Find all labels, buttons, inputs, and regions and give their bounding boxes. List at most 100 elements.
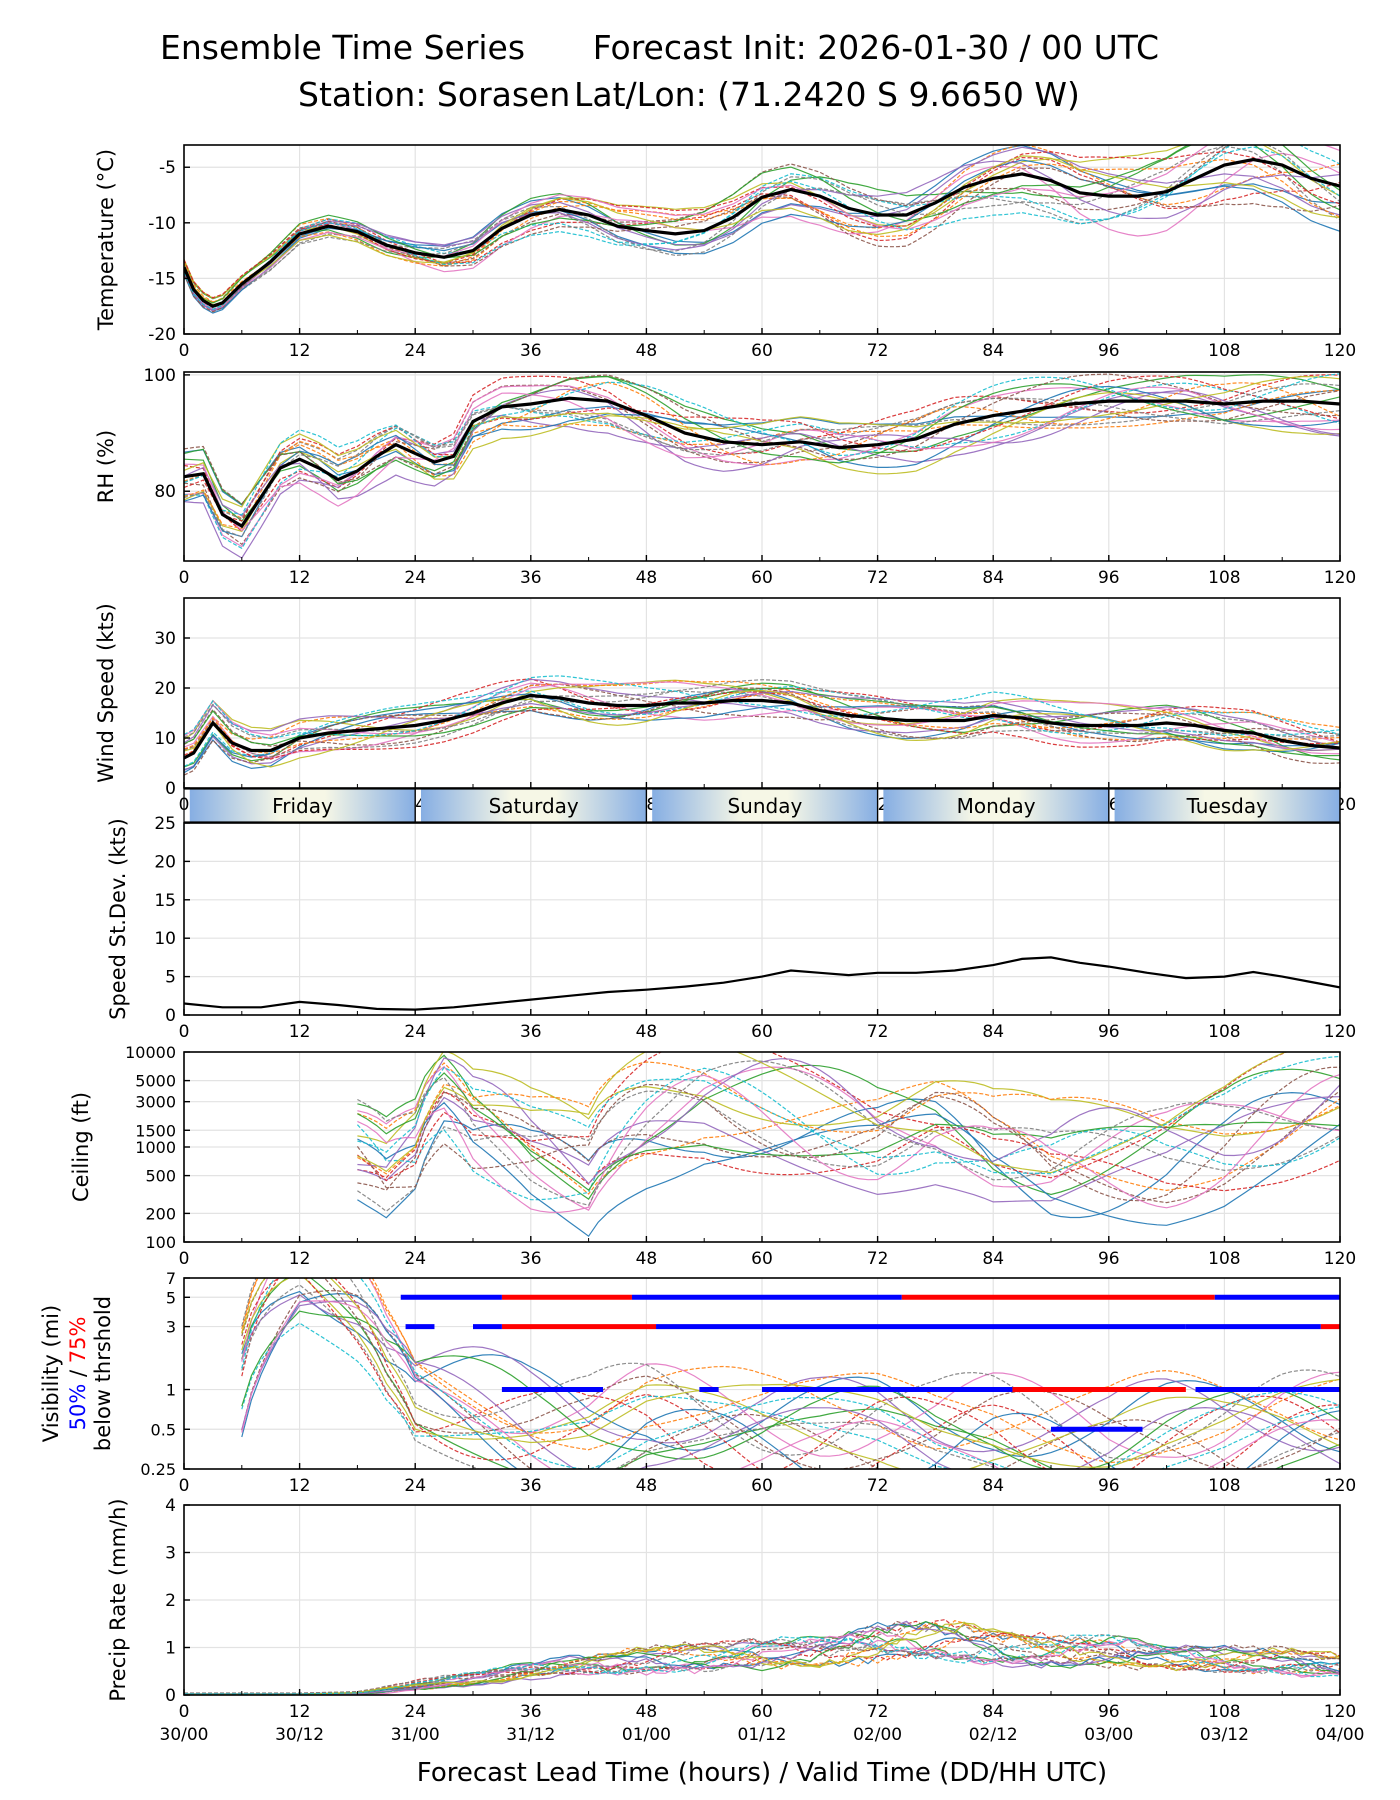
x-tick-label: 84 xyxy=(982,568,1004,588)
y-tick-label: 0 xyxy=(165,779,176,799)
ensemble-mean-line xyxy=(184,157,1340,308)
ensemble-member-line xyxy=(357,1091,1340,1219)
y-tick-label: 20 xyxy=(154,852,176,872)
percent-separator: / xyxy=(66,1363,90,1383)
x-tick-label: 0 xyxy=(179,1249,190,1269)
ensemble-member-line xyxy=(357,1090,1340,1213)
ensemble-member-line xyxy=(184,146,1340,312)
valid-time-labels: 30/00 30/12 31/00 31/12 01/00 01/12 02/00 02/12… xyxy=(160,1725,1365,1745)
x-tick-label: 60 xyxy=(751,1022,773,1042)
ensemble-member-line xyxy=(241,1310,1340,1469)
x-tick-label: 108 xyxy=(1208,568,1240,588)
y-tick-label: 10000 xyxy=(125,1043,176,1062)
day-label: Friday xyxy=(272,794,333,818)
day-label: Tuesday xyxy=(1186,794,1269,818)
y-tick-label: 80 xyxy=(154,482,176,502)
ensemble-member-line xyxy=(184,160,1340,311)
y-tick-label: 10 xyxy=(154,929,176,949)
ensemble-member-line xyxy=(357,1074,1340,1213)
panel-temperature: -20 -15 -10 -5 0 12 24 36 48 60 72 84 96 108 120 Temper… xyxy=(94,144,1356,361)
ensemble-member-line xyxy=(241,1278,1340,1469)
ensemble-member-line xyxy=(184,159,1340,314)
y-tick-label: 3000 xyxy=(135,1093,176,1112)
plot-area-ceiling xyxy=(356,1052,1340,1238)
day-band-frame xyxy=(183,788,1341,823)
ensemble-member-line xyxy=(184,1620,1340,1695)
y-tick-label: 25 xyxy=(154,814,176,834)
y-axis-label: Speed St.Dev. (kts) xyxy=(106,818,130,1020)
day-cell xyxy=(652,789,878,822)
ensemble-member-line xyxy=(184,1629,1340,1695)
x-tick-label: 24 xyxy=(404,568,426,588)
x-axis-label: Forecast Lead Time (hours) / Valid Time … xyxy=(417,1758,1107,1788)
title-right: Forecast Init: 2026-01-30 / 00 UTC xyxy=(592,28,1159,67)
y-tick-label: 3 xyxy=(166,1318,176,1337)
x-tick-label: 120 xyxy=(1324,1476,1356,1496)
x-tick-label: 84 xyxy=(982,1249,1004,1269)
y-tick-label: 7 xyxy=(166,1269,176,1288)
x-tick-label: 12 xyxy=(289,1476,311,1496)
x-tick-label: 108 xyxy=(1208,341,1240,361)
station-label: Station: Sorasen xyxy=(298,75,571,114)
ensemble-member-line xyxy=(357,1060,1340,1207)
ensemble-member-line xyxy=(184,145,1340,304)
x-tick-label: 72 xyxy=(867,568,889,588)
day-label: Saturday xyxy=(489,794,579,818)
y-tick-label: 100 xyxy=(144,366,176,386)
visibility-threshold-label: below thrshold xyxy=(91,1296,115,1451)
ensemble-member-line xyxy=(184,384,1340,546)
ensemble-member-line xyxy=(241,1292,1340,1469)
valid-time-label: 02/00 xyxy=(853,1725,902,1745)
y-tick-label: 500 xyxy=(145,1167,176,1186)
ensemble-member-line xyxy=(184,397,1340,520)
x-tick-label: 60 xyxy=(751,568,773,588)
y-tick-label: 0.5 xyxy=(151,1420,176,1439)
ensemble-member-line xyxy=(184,682,1340,768)
visibility-percent-label: 50% / 75% xyxy=(66,1317,90,1431)
panel-rh: 80 100 0 12 24 36 48 60 72 84 96 108 120 RH (%) xyxy=(94,366,1356,588)
x-tick-label: 24 xyxy=(404,1476,426,1496)
ensemble-member-line xyxy=(184,155,1340,306)
x-tick-label: 0 xyxy=(179,1702,190,1722)
ensemble-member-line xyxy=(184,145,1340,310)
valid-time-label: 01/12 xyxy=(738,1725,787,1745)
ensemble-member-line xyxy=(357,1062,1340,1195)
x-tick-label: 72 xyxy=(867,1249,889,1269)
valid-time-label: 01/00 xyxy=(622,1725,671,1745)
ensemble-member-line xyxy=(184,687,1340,776)
y-tick-label: 0 xyxy=(165,1686,176,1706)
y-tick-label: 4 xyxy=(165,1496,176,1516)
ensemble-member-line xyxy=(357,1052,1288,1182)
x-tick-label: 12 xyxy=(289,1702,311,1722)
ensemble-member-line xyxy=(184,1634,1340,1695)
y-axis-label: Precip Rate (mm/h) xyxy=(106,1498,130,1701)
ensemble-member-line xyxy=(184,688,1340,771)
y-tick-label: 10 xyxy=(154,729,176,749)
day-cell xyxy=(1114,789,1340,822)
y-tick-label: 0.25 xyxy=(140,1460,176,1479)
x-tick-label: 48 xyxy=(636,1702,658,1722)
x-tick-label: 120 xyxy=(1324,1702,1356,1722)
x-tick-label: 48 xyxy=(636,1249,658,1269)
ensemble-member-line xyxy=(357,1065,1340,1211)
ensemble-member-line xyxy=(241,1294,1340,1453)
ensemble-member-line xyxy=(241,1322,1340,1469)
p50-label: 50% xyxy=(66,1384,90,1431)
ensemble-member-line xyxy=(184,1633,1340,1694)
plot-area-rh xyxy=(184,373,1340,559)
ensemble-member-line xyxy=(241,1278,1340,1460)
y-tick-label: 2 xyxy=(165,1591,176,1611)
x-tick-label: 36 xyxy=(520,1702,542,1722)
x-tick-label: 120 xyxy=(1324,568,1356,588)
ensemble-member-line xyxy=(357,1055,1340,1175)
x-tick-label: 120 xyxy=(1324,1249,1356,1269)
ensemble-member-line xyxy=(357,1052,1287,1174)
y-tick-label: 20 xyxy=(154,679,176,699)
x-tick-label: 108 xyxy=(1208,1249,1240,1269)
p75-label: 75% xyxy=(66,1317,90,1364)
ensemble-member-line xyxy=(184,685,1340,767)
x-tick-label: 0 xyxy=(179,568,190,588)
plot-area-speed_stdev xyxy=(184,956,1340,1011)
